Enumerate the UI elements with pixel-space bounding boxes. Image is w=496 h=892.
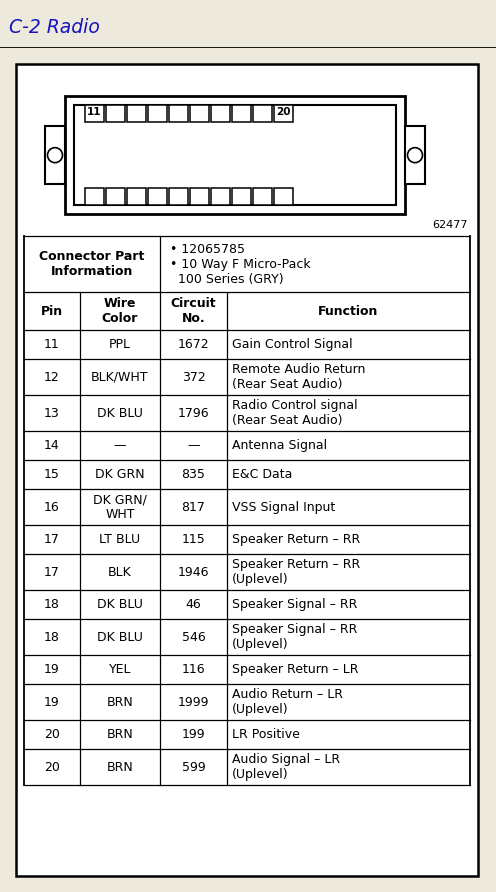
Text: Circuit
No.: Circuit No. [171,297,216,325]
Bar [148,188,167,205]
Text: Remote Audio Return
(Rear Seat Audio): Remote Audio Return (Rear Seat Audio) [232,363,366,391]
Bar [85,188,104,205]
Bar [169,188,188,205]
Text: 199: 199 [182,728,205,741]
Text: 11: 11 [44,338,60,351]
Bar [148,105,167,122]
Text: 12: 12 [44,370,60,384]
Bar [127,188,146,205]
Text: Antenna Signal: Antenna Signal [232,439,327,452]
Text: 1946: 1946 [178,566,209,579]
Text: 546: 546 [182,631,205,643]
Text: —: — [187,439,200,452]
Bar [253,105,272,122]
Text: 817: 817 [182,500,205,514]
Text: DK BLU: DK BLU [97,631,143,643]
Bar [106,188,125,205]
Text: • 12065785
• 10 Way F Micro-Pack
  100 Series (GRY): • 12065785 • 10 Way F Micro-Pack 100 Ser… [170,243,310,285]
Text: Pin: Pin [41,304,63,318]
Text: 599: 599 [182,761,205,773]
Text: 46: 46 [186,598,201,611]
Text: 116: 116 [182,663,205,676]
Text: DK BLU: DK BLU [97,598,143,611]
Text: LR Positive: LR Positive [232,728,300,741]
Text: 18: 18 [44,631,60,643]
Text: Speaker Return – LR: Speaker Return – LR [232,663,359,676]
Text: PPL: PPL [109,338,131,351]
Text: 19: 19 [44,696,60,708]
Text: Audio Signal – LR
(Uplevel): Audio Signal – LR (Uplevel) [232,753,340,781]
Text: 1672: 1672 [178,338,209,351]
Text: 17: 17 [44,533,60,546]
Text: Speaker Return – RR: Speaker Return – RR [232,533,360,546]
Bar [274,188,293,205]
Bar [65,96,405,214]
Text: Wire
Color: Wire Color [102,297,138,325]
Bar [211,105,230,122]
Bar [190,105,209,122]
Bar [232,188,251,205]
Text: VSS Signal Input: VSS Signal Input [232,500,335,514]
Text: 11: 11 [87,107,102,117]
Bar [169,105,188,122]
Bar [85,105,104,122]
Text: 14: 14 [44,439,60,452]
Text: 18: 18 [44,598,60,611]
Text: 16: 16 [44,500,60,514]
Text: 835: 835 [182,468,205,481]
Bar [127,105,146,122]
Text: 13: 13 [44,407,60,419]
Text: DK GRN: DK GRN [95,468,145,481]
Bar [274,105,293,122]
Bar [190,188,209,205]
Text: E&C Data: E&C Data [232,468,292,481]
Text: 1796: 1796 [178,407,209,419]
Circle shape [48,148,62,162]
Text: Speaker Signal – RR
(Uplevel): Speaker Signal – RR (Uplevel) [232,623,357,651]
Text: Audio Return – LR
(Uplevel): Audio Return – LR (Uplevel) [232,688,343,716]
Text: 20: 20 [276,107,291,117]
Text: Radio Control signal
(Rear Seat Audio): Radio Control signal (Rear Seat Audio) [232,399,358,427]
Text: 115: 115 [182,533,205,546]
Bar [253,188,272,205]
Bar [211,188,230,205]
Text: 1999: 1999 [178,696,209,708]
Text: —: — [114,439,126,452]
Text: BRN: BRN [107,696,133,708]
Bar [405,126,425,184]
Bar [45,126,65,184]
Text: LT BLU: LT BLU [99,533,140,546]
Text: BRN: BRN [107,761,133,773]
Text: 372: 372 [182,370,205,384]
Text: 20: 20 [44,761,60,773]
Text: 19: 19 [44,663,60,676]
Text: Speaker Signal – RR: Speaker Signal – RR [232,598,357,611]
Circle shape [408,148,423,162]
Text: DK GRN/
WHT: DK GRN/ WHT [93,493,147,521]
Text: Connector Part
Information: Connector Part Information [39,250,145,278]
Text: C-2 Radio: C-2 Radio [9,19,100,37]
Text: 20: 20 [44,728,60,741]
Bar [74,105,396,205]
Text: BLK: BLK [108,566,132,579]
Text: Gain Control Signal: Gain Control Signal [232,338,353,351]
Text: Function: Function [318,304,378,318]
Text: YEL: YEL [109,663,131,676]
Text: BLK/WHT: BLK/WHT [91,370,149,384]
Text: 62477: 62477 [433,220,468,230]
Bar [106,105,125,122]
Text: Speaker Return – RR
(Uplevel): Speaker Return – RR (Uplevel) [232,558,360,586]
Text: 17: 17 [44,566,60,579]
Text: BRN: BRN [107,728,133,741]
Bar [232,105,251,122]
Text: 15: 15 [44,468,60,481]
Text: DK BLU: DK BLU [97,407,143,419]
